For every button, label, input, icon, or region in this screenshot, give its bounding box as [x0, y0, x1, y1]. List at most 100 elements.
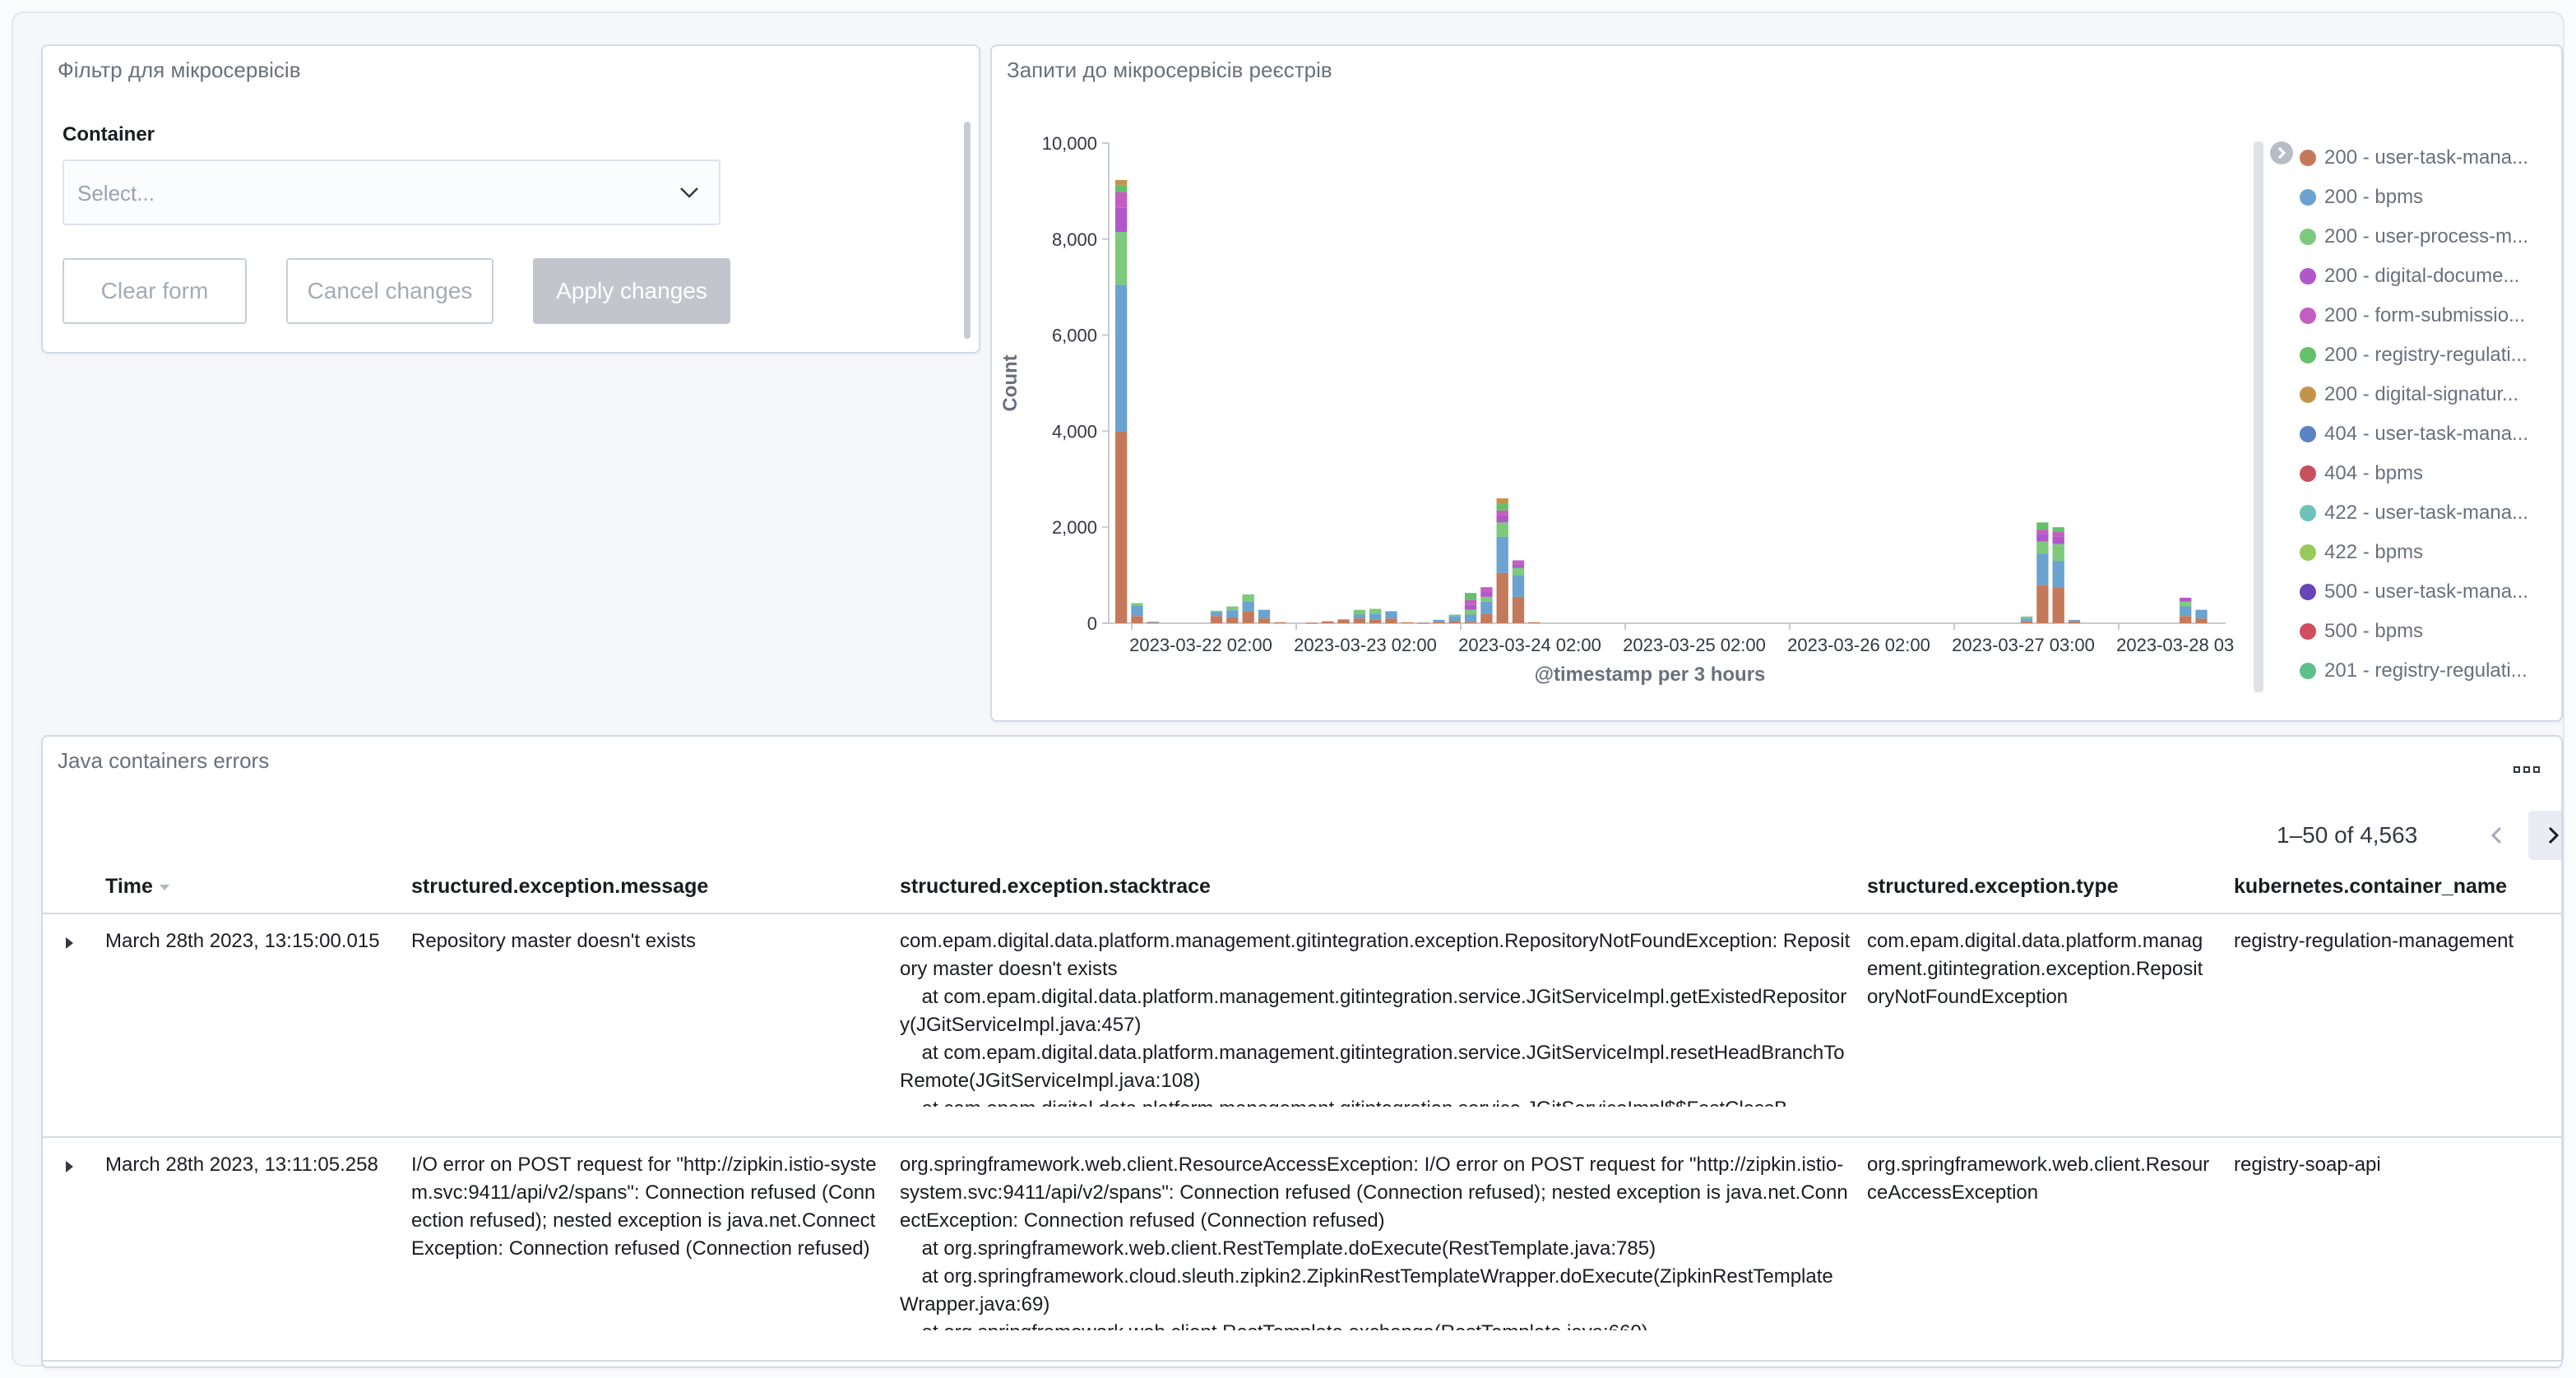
bar-segment: [1210, 612, 1223, 617]
chevron-down-icon: [680, 187, 698, 198]
bar-segment: [1385, 611, 1397, 619]
bar-segment: [1512, 567, 1525, 576]
bar-segment: [1512, 564, 1525, 568]
y-tick-label: 10,000: [1042, 133, 1097, 154]
bar-segment: [1226, 606, 1239, 611]
legend-item[interactable]: 422 - bpms: [2250, 533, 2546, 572]
bar-segment: [1131, 603, 1143, 606]
legend-item[interactable]: 404 - user-task-mana...: [2250, 414, 2546, 454]
more-options-icon[interactable]: [2513, 763, 2543, 776]
x-tick-label: 2023-03-22 02:00: [1129, 635, 1272, 655]
legend-item[interactable]: 500 - user-task-mana...: [2250, 572, 2546, 612]
apply-changes-button[interactable]: Apply changes: [533, 258, 730, 324]
column-header-stacktrace[interactable]: structured.exception.stacktrace: [900, 875, 1211, 898]
cell-message: I/O error on POST request for "http://zi…: [411, 1154, 877, 1260]
container-select[interactable]: Select...: [63, 160, 720, 225]
legend-scrollbar[interactable]: [2254, 141, 2263, 692]
bar-segment: [1115, 431, 1128, 623]
bar-segment: [1496, 536, 1508, 573]
bar-segment: [2052, 532, 2064, 537]
legend-item[interactable]: 500 - bpms: [2250, 612, 2546, 651]
bar-segment: [1448, 621, 1461, 623]
x-tick-label: 2023-03-27 03:00: [1952, 635, 2095, 655]
expand-row-icon[interactable]: [66, 1161, 73, 1172]
legend-item[interactable]: 200 - form-submissio...: [2250, 296, 2546, 335]
x-tick-label: 2023-03-25 02:00: [1623, 635, 1766, 655]
bar-segment: [1464, 609, 1477, 615]
x-axis-label: @timestamp per 3 hours: [1535, 664, 1766, 686]
legend-item[interactable]: 200 - registry-regulati...: [2250, 335, 2546, 375]
column-header-message[interactable]: structured.exception.message: [411, 875, 709, 898]
legend-item[interactable]: 201 - registry-regulati...: [2250, 651, 2546, 691]
cancel-changes-button[interactable]: Cancel changes: [286, 258, 493, 324]
legend-item[interactable]: 422 - user-task-mana...: [2250, 493, 2546, 533]
legend-item[interactable]: 200 - bpms: [2250, 178, 2546, 217]
expand-row-icon[interactable]: [66, 937, 73, 949]
legend-label: 200 - form-submissio...: [2324, 304, 2526, 326]
bar-segment: [1369, 619, 1382, 623]
bar-segment: [1401, 622, 1413, 623]
bar-segment: [1115, 192, 1128, 208]
bar-segment: [2068, 619, 2081, 622]
bar-segment: [1496, 522, 1508, 537]
bar-segment: [1305, 622, 1318, 624]
bar-segment: [1433, 619, 1445, 622]
legend-item[interactable]: 200 - user-task-mana...: [2250, 138, 2546, 178]
table-panel-title: Java containers errors: [58, 748, 270, 773]
chevron-right-icon[interactable]: [2270, 141, 2293, 164]
prev-page-button[interactable]: [2472, 811, 2522, 860]
next-page-button[interactable]: [2528, 811, 2561, 860]
bar-segment: [2020, 618, 2033, 622]
bar-segment: [1496, 510, 1508, 516]
pagination-count: 1–50 of 4,563: [2277, 822, 2418, 848]
cell-container: registry-regulation-management: [2234, 930, 2514, 952]
column-header-time[interactable]: Time: [105, 875, 169, 899]
legend-dot: [2300, 663, 2316, 679]
bar-segment: [1210, 616, 1223, 623]
column-header-container[interactable]: kubernetes.container_name: [2234, 875, 2508, 898]
bar-segment: [2195, 618, 2208, 623]
bar-segment: [2036, 553, 2049, 585]
legend-item[interactable]: 200 - user-process-m...: [2250, 217, 2546, 257]
x-tick-label: 2023-03-23 02:00: [1294, 635, 1437, 655]
bar-segment: [2180, 606, 2192, 617]
bar-segment: [1512, 596, 1525, 623]
bar-segment: [1464, 614, 1477, 622]
bar-segment: [1464, 622, 1477, 623]
bar-segment: [1512, 575, 1525, 597]
bar-segment: [1115, 184, 1128, 192]
bar-segment: [2036, 529, 2049, 534]
filter-scrollbar[interactable]: [964, 122, 971, 339]
legend-dot: [2300, 505, 2316, 521]
bar-segment: [1353, 618, 1366, 623]
x-tick-label: 2023-03-26 02:00: [1787, 635, 1930, 655]
bar-segment: [2020, 621, 2033, 623]
column-header-time-label: Time: [105, 875, 153, 898]
y-tick-label: 8,000: [1052, 229, 1097, 250]
legend-label: 422 - user-task-mana...: [2324, 502, 2529, 524]
column-header-type[interactable]: structured.exception.type: [1867, 875, 2119, 898]
legend-dot: [2300, 268, 2316, 284]
bar-segment: [1480, 613, 1493, 623]
bar-segment: [1131, 616, 1143, 623]
bar-segment: [1258, 618, 1271, 623]
legend-label: 200 - registry-regulati...: [2324, 344, 2527, 366]
legend-dot: [2300, 465, 2316, 482]
legend-dot: [2300, 426, 2316, 442]
row-divider: [43, 1136, 2561, 1138]
bar-segment: [1115, 232, 1128, 285]
bar-segment: [1115, 207, 1128, 233]
bar-segment: [1131, 605, 1143, 617]
legend-item[interactable]: 200 - digital-docume...: [2250, 257, 2546, 296]
sort-down-icon[interactable]: [159, 884, 169, 890]
clear-form-button[interactable]: Clear form: [63, 258, 247, 324]
dashboard-frame: Фільтр для мікросервісів Container Selec…: [12, 12, 2564, 1368]
bar-segment: [1226, 617, 1239, 623]
cell-message: Repository master doesn't exists: [411, 930, 697, 952]
legend-item[interactable]: 404 - bpms: [2250, 454, 2546, 493]
cell-type: org.springframework.web.client.ResourceA…: [1867, 1154, 2210, 1204]
legend-dot: [2300, 544, 2316, 561]
legend-item[interactable]: 200 - digital-signatur...: [2250, 375, 2546, 414]
bar-segment: [1480, 592, 1493, 597]
filter-panel: Фільтр для мікросервісів Container Selec…: [41, 44, 980, 354]
